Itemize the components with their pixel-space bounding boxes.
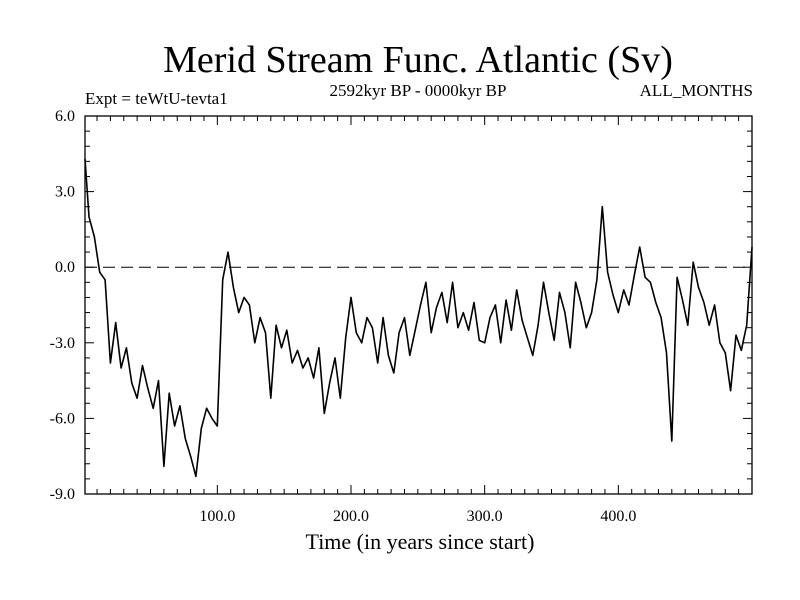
y-axis: 6.0 3.0 0.0 -3.0 -6.0 -9.0	[50, 108, 752, 503]
y-tick-label: -6.0	[50, 410, 75, 427]
x-tick-label: 200.0	[333, 508, 369, 525]
time-range-label: 2592kyr BP - 0000kyr BP	[330, 81, 507, 100]
months-label: ALL_MONTHS	[640, 81, 753, 100]
data-series-line-0	[84, 158, 753, 478]
y-tick-label: 3.0	[55, 184, 75, 201]
y-tick-label: -9.0	[50, 486, 75, 503]
plot-frame	[84, 115, 753, 495]
x-tick-label: 300.0	[467, 508, 503, 525]
x-tick-label: 100.0	[199, 508, 235, 525]
x-axis: 100.0 200.0 300.0 400.0	[96, 116, 740, 525]
plot-area	[84, 115, 753, 495]
experiment-label: Expt = teWtU-tevta1	[85, 89, 228, 108]
chart-title: Merid Stream Func. Atlantic (Sv)	[163, 39, 673, 81]
y-tick-label: 0.0	[55, 259, 75, 276]
x-axis-label: Time (in years since start)	[306, 529, 535, 554]
x-tick-label: 400.0	[600, 508, 636, 525]
y-tick-label: 6.0	[55, 108, 75, 125]
y-tick-label: -3.0	[50, 335, 75, 352]
